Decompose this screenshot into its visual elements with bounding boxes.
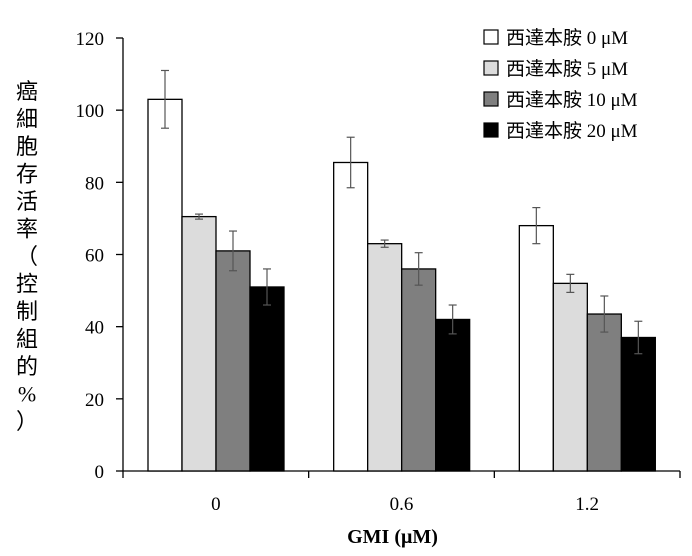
bar xyxy=(401,268,437,472)
error-bar xyxy=(532,206,541,245)
legend-swatch xyxy=(483,60,499,76)
bar xyxy=(435,318,471,472)
error-bar xyxy=(448,304,457,335)
x-tick-label: 0 xyxy=(211,494,221,515)
legend-label: 西達本胺 5 μM xyxy=(506,58,628,80)
y-axis-label-char: 胞 xyxy=(16,134,38,159)
error-bar xyxy=(566,273,575,293)
bar xyxy=(333,161,369,472)
bar xyxy=(249,286,285,472)
bars xyxy=(147,98,656,472)
error-bar xyxy=(161,69,169,129)
legend-swatch xyxy=(483,29,499,45)
legend-label: 西達本胺 20 μM xyxy=(506,120,638,142)
y-axis-label-char: 活 xyxy=(16,189,38,214)
error-bar xyxy=(229,230,237,272)
error-bar xyxy=(195,213,203,220)
error-bar xyxy=(414,252,423,286)
error-bar xyxy=(380,239,389,248)
y-axis-label-char: ） xyxy=(16,409,38,434)
y-axis-label-char: % xyxy=(18,382,36,407)
legend-swatch xyxy=(483,122,499,138)
bar xyxy=(367,243,403,472)
bar xyxy=(215,250,251,472)
y-axis-label-char: 細 xyxy=(16,107,38,132)
x-axis-label: GMI (μM) xyxy=(347,526,438,548)
y-tick-label: 0 xyxy=(95,462,105,483)
bar xyxy=(620,336,656,472)
y-axis-label-char: 的 xyxy=(16,354,38,379)
bar xyxy=(181,215,217,472)
y-tick-label: 40 xyxy=(85,318,104,339)
x-ticks: 0 0.6 1.2 xyxy=(122,471,681,515)
legend-label: 西達本胺 0 μM xyxy=(506,27,628,49)
bar xyxy=(552,282,588,472)
legend-label: 西達本胺 10 μM xyxy=(506,89,638,111)
y-tick-label: 60 xyxy=(85,246,104,267)
legend: 西達本胺 0 μM 西達本胺 5 μM 西達本胺 10 μM 西達本胺 20 μM xyxy=(483,27,638,142)
y-axis-label-char: 控 xyxy=(16,272,38,297)
y-tick-label: 80 xyxy=(85,173,104,194)
y-axis-label-char: 癌 xyxy=(16,79,38,104)
y-axis-label-char: 制 xyxy=(16,299,38,324)
error-bars xyxy=(161,69,643,355)
bar xyxy=(586,313,622,472)
error-bar xyxy=(634,320,643,355)
error-bar xyxy=(600,295,609,333)
bar xyxy=(518,224,554,472)
bar xyxy=(147,98,183,472)
legend-swatch xyxy=(483,91,499,107)
y-tick-label: 100 xyxy=(76,101,105,122)
y-axis-label-char: （ xyxy=(16,244,38,269)
error-bar xyxy=(346,136,355,189)
y-axis-label: 癌細胞存活率（ 控制組的%） xyxy=(16,79,38,434)
y-tick-label: 120 xyxy=(76,29,105,50)
y-axis-label-char: 組 xyxy=(16,327,38,352)
y-axis-label-char: 存 xyxy=(16,162,38,187)
x-tick-label: 1.2 xyxy=(575,494,599,515)
y-ticks: 0 20 40 60 80 100 120 xyxy=(76,29,123,483)
y-tick-label: 20 xyxy=(85,390,104,411)
error-bar xyxy=(263,268,271,306)
x-tick-label: 0.6 xyxy=(390,494,414,515)
y-axis-label-char: 率 xyxy=(16,217,38,242)
